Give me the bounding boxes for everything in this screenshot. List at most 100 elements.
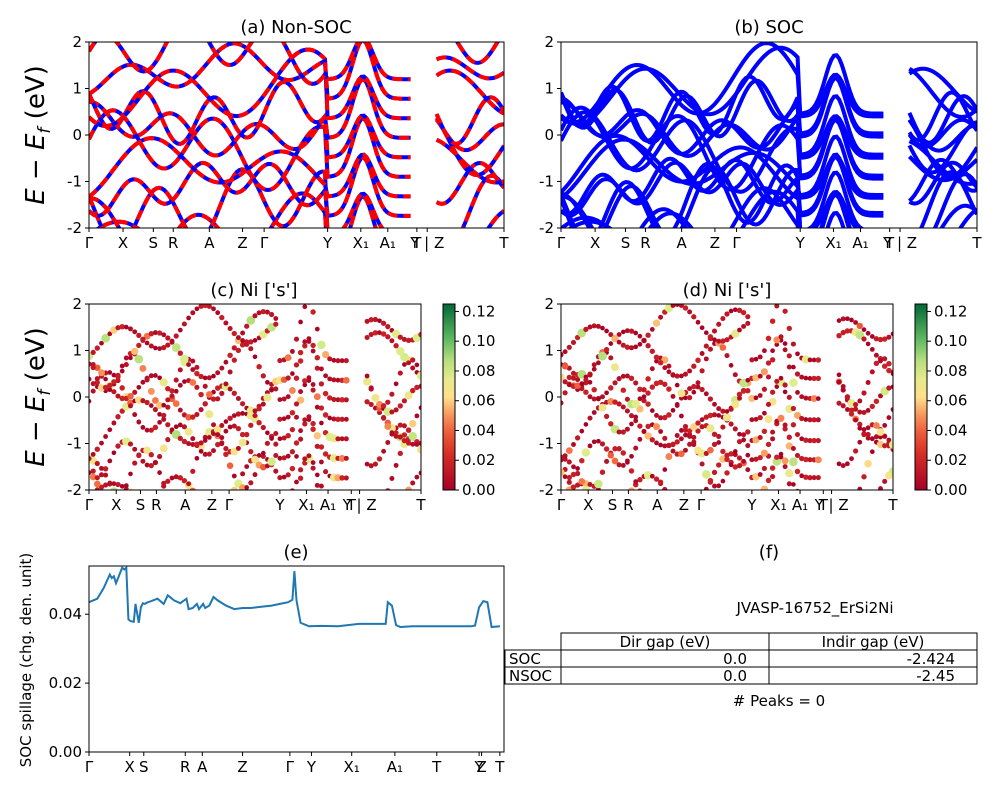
scatter-point [836,379,842,385]
scatter-point [260,373,266,379]
scatter-point [389,338,395,344]
scatter-point [215,310,221,316]
scatter-point [641,398,647,404]
scatter-point [807,417,813,423]
scatter-point [591,410,597,415]
scatter-point [761,348,767,354]
band-line-1 [89,42,500,86]
scatter-point [418,383,421,389]
scatter-point [769,389,776,395]
scatter-point [811,417,817,423]
xtick-label: A₁ [387,758,403,776]
scatter-point [115,481,121,488]
scatter-point [310,348,316,354]
scatter-point [765,360,772,366]
scatter-point [594,508,602,516]
scatter-point [865,407,871,413]
scatter-point [757,472,763,477]
scatter-point [748,394,756,403]
scatter-point [641,428,647,434]
xtick-label: Γ [225,496,234,514]
scatter-point [641,394,647,400]
scatter-point [273,452,279,459]
scatter-point [853,320,859,325]
scatter-point [227,415,233,421]
scatter-point [161,416,167,422]
scatter-point [418,405,421,411]
scatter-point [711,469,718,476]
scatter-point [384,423,392,430]
scatter-point [145,510,150,515]
scatter-point [310,426,316,432]
scatter-point [732,464,739,470]
scatter-point [611,334,619,343]
scatter-point [848,407,855,413]
scatter-point [603,346,610,353]
scatter-point [649,348,655,354]
scatter-point [265,379,270,385]
scatter-point [766,518,771,523]
scatter-point [758,532,763,537]
scatter-point [637,436,643,442]
scatter-point [103,482,109,488]
scatter-point [132,460,138,466]
scatter-point [886,415,892,421]
xtick-label: A₁ [380,234,396,252]
scatter-point [186,315,191,321]
scatter-point [380,320,387,326]
scatter-point [724,506,729,511]
scatter-point [753,356,759,362]
scatter-point [620,404,626,410]
scatter-point [840,384,846,389]
scatter-point [119,408,125,414]
scatter-point [215,441,221,448]
scatter-point [666,520,671,525]
scatter-point [789,521,797,529]
scatter-point [132,446,138,452]
scatter-point [401,437,408,444]
scatter-point [679,428,684,433]
scatter-point [769,465,776,471]
panel-f-title: (f) [759,542,779,563]
scatter-point [797,531,806,540]
scatter-point [740,387,747,394]
scatter-point [165,490,170,495]
scatter-point [624,328,630,334]
scatter-point [861,474,867,480]
scatter-point [385,440,391,445]
scatter-point [322,451,329,457]
scatter-point [662,486,668,490]
scatter-point [811,475,817,481]
scatter-point [157,454,163,460]
scatter-point [393,381,399,387]
scatter-point [239,431,246,438]
scatter-point [670,304,676,308]
scatter-point [815,475,821,481]
scatter-point [372,461,378,467]
scatter-point [587,379,593,385]
scatter-point [418,331,421,338]
scatter-point [268,513,275,520]
scatter-point [302,304,308,310]
scatter-point [393,433,399,439]
xtick-label: Z [679,496,689,514]
scatter-point [608,421,614,427]
scatter-point [338,454,346,462]
scatter-point [219,508,224,513]
band-line-1 [89,42,504,101]
scatter-point [190,442,196,447]
scatter-point [339,397,345,403]
xtick-label: Y [474,758,485,776]
scatter-point [155,401,164,410]
scatter-point [252,472,258,478]
scatter-point [323,469,329,475]
scatter-point [786,325,792,332]
scatter-point [760,485,769,490]
scatter-point [294,454,299,459]
scatter-point [319,459,324,465]
scatter-point [152,397,159,404]
scatter-point [716,440,722,445]
scatter-point [400,528,408,536]
scatter-point [869,436,875,442]
scatter-point [570,484,577,490]
